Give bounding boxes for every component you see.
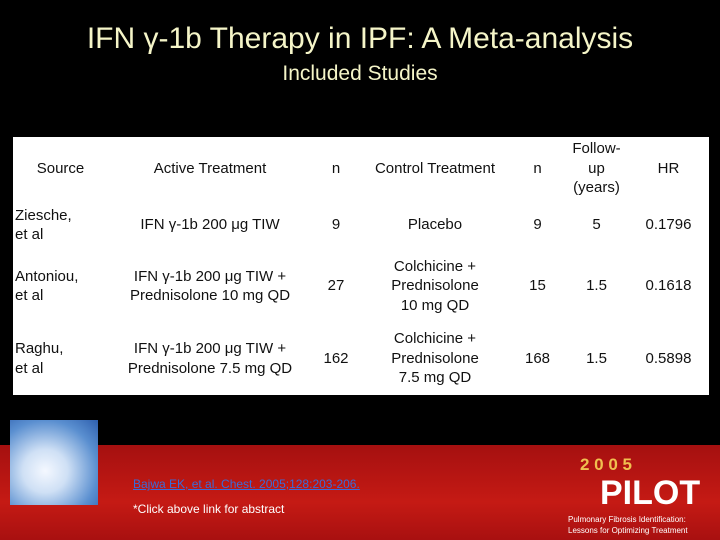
data-row: Raghu, et al IFN γ-1b 200 μg TIW + Predniso… xyxy=(13,322,709,395)
cell-text: 0.1796 xyxy=(645,216,692,234)
table-cell: IFN γ-1b 200 μg TIW + Prednisolone 7.5 mg… xyxy=(108,322,312,395)
table-cell: 0.1618 xyxy=(628,250,709,322)
cell-text: Control Treatment xyxy=(374,159,496,177)
logo-year: 2 0 0 5 xyxy=(580,455,632,474)
header-cell: Source xyxy=(13,137,108,200)
cell-line: Raghu, xyxy=(15,340,64,357)
cell-line: Colchicine + xyxy=(393,330,477,348)
studies-table: Source Active Treatment n Control Treatment… xyxy=(13,137,709,395)
cell-line: Prednisolone 10 mg QD xyxy=(129,287,291,304)
cell-text: Active Treatment xyxy=(153,159,267,177)
table-cell: 9 xyxy=(510,200,565,250)
cell-text: 27 xyxy=(327,277,345,295)
table-cell: Ziesche, et al xyxy=(13,200,108,250)
cell-text: n xyxy=(533,159,542,177)
note: *Click above link for abstract xyxy=(133,502,285,516)
table-cell: IFN γ-1b 200 μg TIW + Prednisolone 10 mg … xyxy=(108,250,312,322)
header-row: Source Active Treatment n Control Treatment… xyxy=(13,137,709,200)
table-cell: 1.5 xyxy=(565,250,628,322)
cell-text: 1.5 xyxy=(586,349,607,367)
cell-line: (years) xyxy=(573,179,620,197)
cell-line: Colchicine + xyxy=(393,257,477,275)
cell-line: Prednisolone xyxy=(391,277,479,295)
header-cell: n xyxy=(510,137,565,200)
cell-line: IFN γ-1b 200 μg TIW xyxy=(140,216,280,234)
table-cell: 168 xyxy=(510,322,565,395)
cell-line: et al xyxy=(15,359,44,377)
table-cell: 9 xyxy=(312,200,360,250)
table-cell: 15 xyxy=(510,250,565,322)
cell-text: Source xyxy=(36,159,85,177)
table-cell: Raghu, et al xyxy=(13,322,108,395)
subtitle: Included Studies xyxy=(282,62,438,85)
cell-text: 5 xyxy=(592,216,601,234)
cell-text: 162 xyxy=(323,349,349,367)
cell-line: Placebo xyxy=(407,216,463,234)
cell-text: 0.5898 xyxy=(645,349,692,367)
cell-line: et al xyxy=(15,226,44,243)
footer-band xyxy=(0,445,720,540)
table-cell: Colchicine + Prednisolone 7.5 mg QD xyxy=(360,322,510,395)
cell-line: Antoniou, xyxy=(15,267,79,285)
cell-text: 9 xyxy=(331,216,341,234)
cell-line: 10 mg QD xyxy=(400,296,470,314)
table-cell: 1.5 xyxy=(565,322,628,395)
cell-line: Follow- xyxy=(572,140,621,158)
table-cell: 27 xyxy=(312,250,360,322)
header-cell: Follow-up (years) xyxy=(565,137,628,200)
table-cell: 0.1796 xyxy=(628,200,709,250)
cell-line: Prednisolone 7.5 mg QD xyxy=(127,359,293,377)
title: IFN γ-1b Therapy in IPF: A Meta-analysis xyxy=(86,22,634,55)
cell-text: HR xyxy=(657,159,680,177)
table-cell: Placebo xyxy=(360,200,510,250)
cell-line: IFN γ-1b 200 μg TIW + xyxy=(133,267,287,285)
logo-tagline: Pulmonary Fibrosis Identification: xyxy=(568,515,686,524)
header-cell: HR xyxy=(628,137,709,200)
cell-text: 9 xyxy=(533,216,542,234)
data-row: Antoniou, et al IFN γ-1b 200 μg TIW + Predn… xyxy=(13,250,709,322)
table-cell: 162 xyxy=(312,322,360,395)
cell-text: 168 xyxy=(524,349,551,367)
sky-image xyxy=(10,420,98,505)
table-cell: 0.5898 xyxy=(628,322,709,395)
cell-line: Ziesche, xyxy=(15,206,72,224)
cell-line: Prednisolone xyxy=(391,349,479,367)
header-cell: n xyxy=(312,137,360,200)
citation-link[interactable]: Bajwa EK, et al. Chest. 2005;128:203-206… xyxy=(133,477,360,491)
table-cell: IFN γ-1b 200 μg TIW xyxy=(108,200,312,250)
cell-line: IFN γ-1b 200 μg TIW + xyxy=(133,340,287,357)
header-cell: Control Treatment xyxy=(360,137,510,200)
cell-text: 0.1618 xyxy=(645,277,692,295)
table-cell: 5 xyxy=(565,200,628,250)
header-cell: Active Treatment xyxy=(108,137,312,200)
cell-text: 15 xyxy=(529,277,546,295)
table-cell: Colchicine + Prednisolone 10 mg QD xyxy=(360,250,510,322)
data-row: Ziesche, et al IFN γ-1b 200 μg TIW 9 Placebo… xyxy=(13,200,709,250)
logo-tagline: Lessons for Optimizing Treatment xyxy=(568,526,688,535)
table-cell: Antoniou, et al xyxy=(13,250,108,322)
cell-text: n xyxy=(331,159,341,177)
cell-line: et al xyxy=(15,287,44,304)
logo-name: PILOT xyxy=(600,474,701,512)
cell-text: 1.5 xyxy=(586,277,607,295)
cell-line: 7.5 mg QD xyxy=(398,369,472,387)
cell-line: up xyxy=(588,159,605,177)
